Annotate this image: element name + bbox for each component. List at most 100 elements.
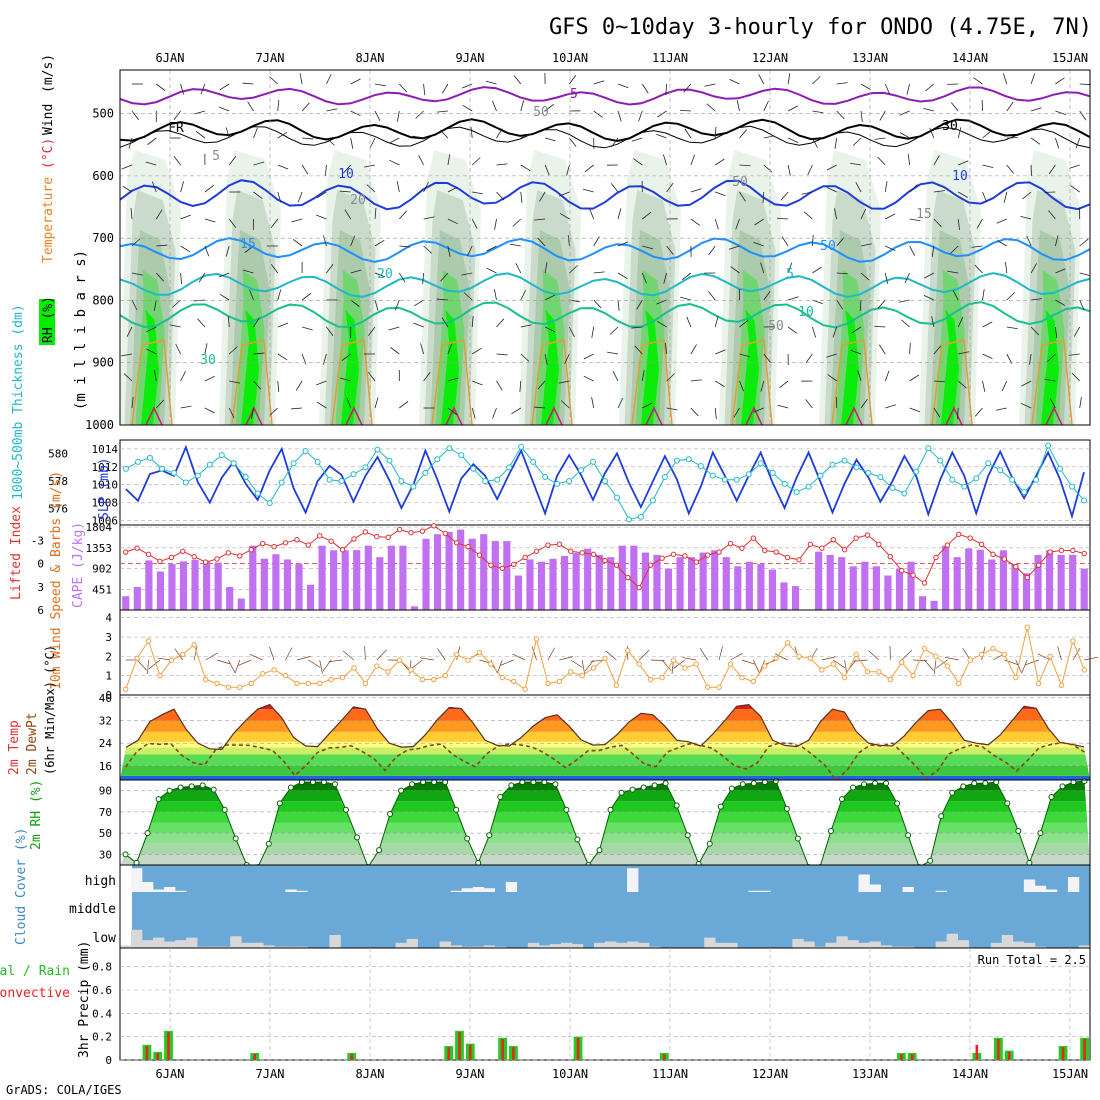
wind-barb: [690, 154, 696, 166]
cloud-high-bar: [142, 882, 154, 892]
lifted-index-point: [1047, 549, 1053, 555]
wind-barb: [690, 218, 701, 226]
thickness-point: [506, 464, 513, 471]
wind-barb: [1003, 191, 1008, 203]
wind-barb: [441, 83, 449, 94]
cloud-low-bar: [792, 938, 804, 948]
lifted-index-point: [317, 533, 323, 539]
wind-barb: [544, 103, 555, 112]
wind-barb: [496, 163, 508, 166]
rh-fill: [241, 310, 259, 425]
cloud-low-bar: [880, 945, 892, 948]
wind-barb: [343, 164, 351, 174]
wind-barb: [366, 184, 376, 193]
wind-speed-point: [625, 647, 631, 654]
surface-wind-barb: [1084, 656, 1099, 661]
wind-barb: [156, 399, 165, 409]
wind-speed-point: [476, 649, 483, 656]
wind-barb: [156, 83, 166, 91]
wind-barb: [995, 407, 1007, 411]
precip-convective-bar: [350, 1054, 354, 1060]
contour-label: 50: [820, 239, 836, 254]
lifted-index-point: [762, 547, 768, 554]
wind-speed-point: [830, 661, 836, 667]
cloud-high-bar: [748, 890, 760, 892]
pressure-tick-label: 600: [92, 169, 114, 183]
cloud-low-bar: [483, 945, 496, 948]
wind-speed-point: [522, 686, 528, 692]
thickness-point: [434, 456, 441, 463]
wind-barb: [754, 218, 765, 226]
thickness-point: [817, 472, 824, 479]
magenta-contour: [945, 406, 963, 426]
wind-barb: [787, 137, 799, 144]
wind-barb: [1069, 164, 1080, 169]
lifted-index-point: [522, 554, 528, 561]
wind-barb: [173, 110, 181, 121]
wind-barb: [933, 345, 942, 355]
wind-speed-point: [408, 667, 414, 673]
wind-barb: [933, 380, 945, 383]
li-tick-label: 3: [37, 581, 44, 594]
bottom-day-label: 14JAN: [952, 1067, 988, 1081]
rh-tick-label: 30: [99, 848, 112, 861]
rh-point: [177, 784, 184, 791]
thickness-point: [410, 483, 417, 490]
wind-speed-point: [419, 676, 426, 683]
wind-barb: [195, 131, 206, 139]
wind-barb: [885, 213, 896, 220]
wind-barb: [301, 293, 312, 301]
wind-speed-point: [317, 680, 323, 687]
cape-bar: [953, 557, 961, 610]
wind-barb: [728, 245, 740, 250]
cape-bar: [1057, 554, 1065, 610]
wind-barb: [341, 353, 351, 361]
wind-barb: [447, 407, 457, 415]
wind-barb: [684, 128, 692, 139]
cloud-high-bar: [296, 890, 308, 892]
wind-barb: [884, 272, 888, 284]
surface-wind-barb: [1004, 659, 1018, 665]
wind-barb: [739, 319, 749, 328]
lifted-index-point: [134, 545, 140, 551]
wind-barb: [291, 407, 303, 410]
wind-speed-point: [579, 672, 585, 679]
wind-barb: [779, 380, 789, 389]
wind-barb: [534, 406, 546, 409]
wind-barb: [950, 102, 959, 112]
wind-barb: [253, 127, 258, 139]
cape-bar: [537, 561, 546, 610]
wind-barb: [146, 326, 157, 333]
wind-barb: [390, 347, 400, 355]
rh-point: [1037, 830, 1044, 837]
thickness-point: [326, 476, 333, 483]
wind-barb: [441, 317, 449, 328]
wind-barb: [631, 326, 643, 329]
thickness-point: [937, 457, 944, 464]
thickness-point: [590, 458, 597, 465]
wind-barb: [879, 110, 886, 121]
cloud-low-bar: [649, 946, 661, 948]
wind-barb: [690, 344, 697, 355]
cloud-low-bar: [219, 946, 231, 948]
wind-barb: [204, 407, 215, 414]
wind-barb: [374, 239, 385, 247]
wind-barb: [931, 245, 935, 257]
bottom-day-label: 15JAN: [1052, 1067, 1088, 1081]
wind-barb: [884, 181, 888, 193]
wind-barb: [228, 346, 238, 355]
cloud-low-bar: [197, 946, 209, 948]
magenta-contour: [845, 406, 863, 426]
wind-barb: [656, 299, 667, 305]
temperature-label: Temperature: [41, 177, 56, 263]
rh-point: [155, 796, 162, 803]
lifted-index-point: [819, 545, 825, 551]
bottom-day-label: 9JAN: [456, 1067, 485, 1081]
rh-fill: [741, 310, 759, 425]
rh-fill: [641, 310, 659, 425]
wind-label-group: 10m Wind Speed & Barbs (m/s): [49, 471, 64, 690]
cape-bar: [768, 569, 777, 610]
thickness-point: [865, 469, 872, 476]
wind-barb: [326, 263, 334, 274]
wind-barb: [316, 401, 327, 409]
